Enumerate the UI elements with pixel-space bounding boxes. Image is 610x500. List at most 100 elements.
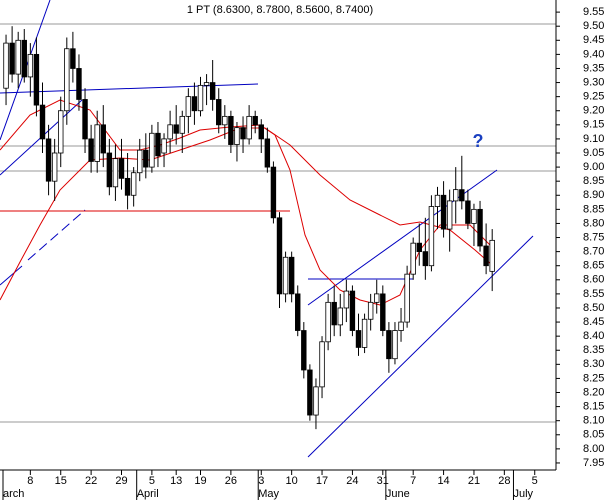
month-label: June <box>386 488 410 500</box>
candle-body <box>179 115 185 134</box>
candle-body <box>440 194 447 230</box>
candle-body <box>191 96 198 112</box>
annotation: ? <box>473 131 484 151</box>
candle-body <box>149 132 155 168</box>
x-tick-label: 10 <box>286 475 298 487</box>
moving-average <box>0 127 493 301</box>
candle-body <box>416 242 422 253</box>
month-label: May <box>258 488 279 500</box>
y-tick-label: 9.50 <box>583 20 604 32</box>
x-tick-label: 5 <box>149 475 155 487</box>
x-tick-label: 3 <box>258 475 264 487</box>
x-tick-label: 8 <box>27 475 33 487</box>
candle-body <box>282 256 289 295</box>
y-tick-label: 8.55 <box>583 288 604 300</box>
y-tick-label: 8.05 <box>583 429 604 441</box>
y-tick-label: 9.10 <box>583 133 604 145</box>
candle-body <box>112 158 119 188</box>
y-tick-label: 9.30 <box>583 76 604 88</box>
candle-body <box>106 152 113 188</box>
candle-body <box>209 82 216 100</box>
candle-body <box>331 301 337 326</box>
candle-body <box>70 48 76 69</box>
candle-body <box>258 124 264 140</box>
candle-body <box>33 53 40 106</box>
candle-body <box>240 127 246 140</box>
y-tick-label: 8.80 <box>583 217 604 229</box>
candle-body <box>167 124 173 140</box>
candle-body <box>264 138 271 168</box>
candle-body <box>216 99 222 126</box>
candle-body <box>15 39 21 75</box>
y-tick-label: 8.35 <box>583 344 604 356</box>
trend-line <box>27 209 86 261</box>
candle-body <box>386 330 392 360</box>
candle-body <box>161 138 167 154</box>
candle-body <box>489 239 495 272</box>
y-tick-label: 8.75 <box>583 231 604 243</box>
x-tick-label: 29 <box>115 475 127 487</box>
trend-line <box>307 235 534 458</box>
x-tick-label: 13 <box>170 475 182 487</box>
y-tick-label: 8.20 <box>583 386 604 398</box>
x-tick-label: 21 <box>468 475 480 487</box>
y-tick-label: 9.00 <box>583 161 604 173</box>
candle-body <box>118 158 125 179</box>
candle-body <box>51 152 58 182</box>
candle-body <box>313 386 319 416</box>
candle-body <box>252 115 258 126</box>
x-tick-label: 22 <box>85 475 97 487</box>
candle-body <box>124 177 131 196</box>
candle-body <box>398 321 404 331</box>
candle-body <box>58 110 64 154</box>
candle-body <box>295 293 301 331</box>
trend-line <box>307 169 498 306</box>
candle-body <box>428 206 435 267</box>
candle-body <box>76 68 82 100</box>
candle-body <box>173 124 179 134</box>
candle-body <box>45 138 52 182</box>
y-tick-label: 8.65 <box>583 260 604 272</box>
x-tick-label: 19 <box>194 475 206 487</box>
candle-body <box>307 369 313 416</box>
y-tick-label: 9.35 <box>583 62 604 74</box>
y-tick-label: 8.40 <box>583 330 604 342</box>
y-tick-label: 8.25 <box>583 372 604 384</box>
month-label: arch <box>3 488 24 500</box>
y-tick-label: 9.25 <box>583 91 604 103</box>
y-tick-label: 8.70 <box>583 246 604 258</box>
candle-body <box>301 330 307 371</box>
candle-body <box>143 149 149 168</box>
candle-body <box>39 104 46 140</box>
candle-body <box>94 124 100 162</box>
candle-body <box>410 242 416 275</box>
month-label: April <box>137 488 159 500</box>
candle-body <box>471 208 477 224</box>
x-tick-label: 7 <box>410 475 416 487</box>
chart-title: 1 PT (8.6300, 8.7800, 8.5600, 8.7400) <box>187 4 373 16</box>
trend-line <box>0 265 23 286</box>
y-tick-label: 7.95 <box>583 457 604 469</box>
candle-body <box>459 189 465 202</box>
candle-body <box>88 138 94 162</box>
candle-body <box>185 96 192 117</box>
x-tick-label: 24 <box>346 475 358 487</box>
y-tick-label: 8.10 <box>583 415 604 427</box>
y-tick-label: 8.95 <box>583 175 604 187</box>
candle-body <box>422 251 429 267</box>
y-tick-label: 9.40 <box>583 48 604 60</box>
candle-body <box>222 115 228 126</box>
y-tick-label: 9.15 <box>583 119 604 131</box>
candle-body <box>3 42 9 89</box>
candle-body <box>130 172 137 196</box>
candle-body <box>349 290 356 331</box>
y-tick-label: 8.60 <box>583 274 604 286</box>
x-tick-label: 17 <box>316 475 328 487</box>
candle-body <box>404 273 410 323</box>
candle-body <box>100 124 106 154</box>
candle-body <box>246 115 252 140</box>
candle-body <box>197 84 204 112</box>
month-label: July <box>513 488 533 500</box>
